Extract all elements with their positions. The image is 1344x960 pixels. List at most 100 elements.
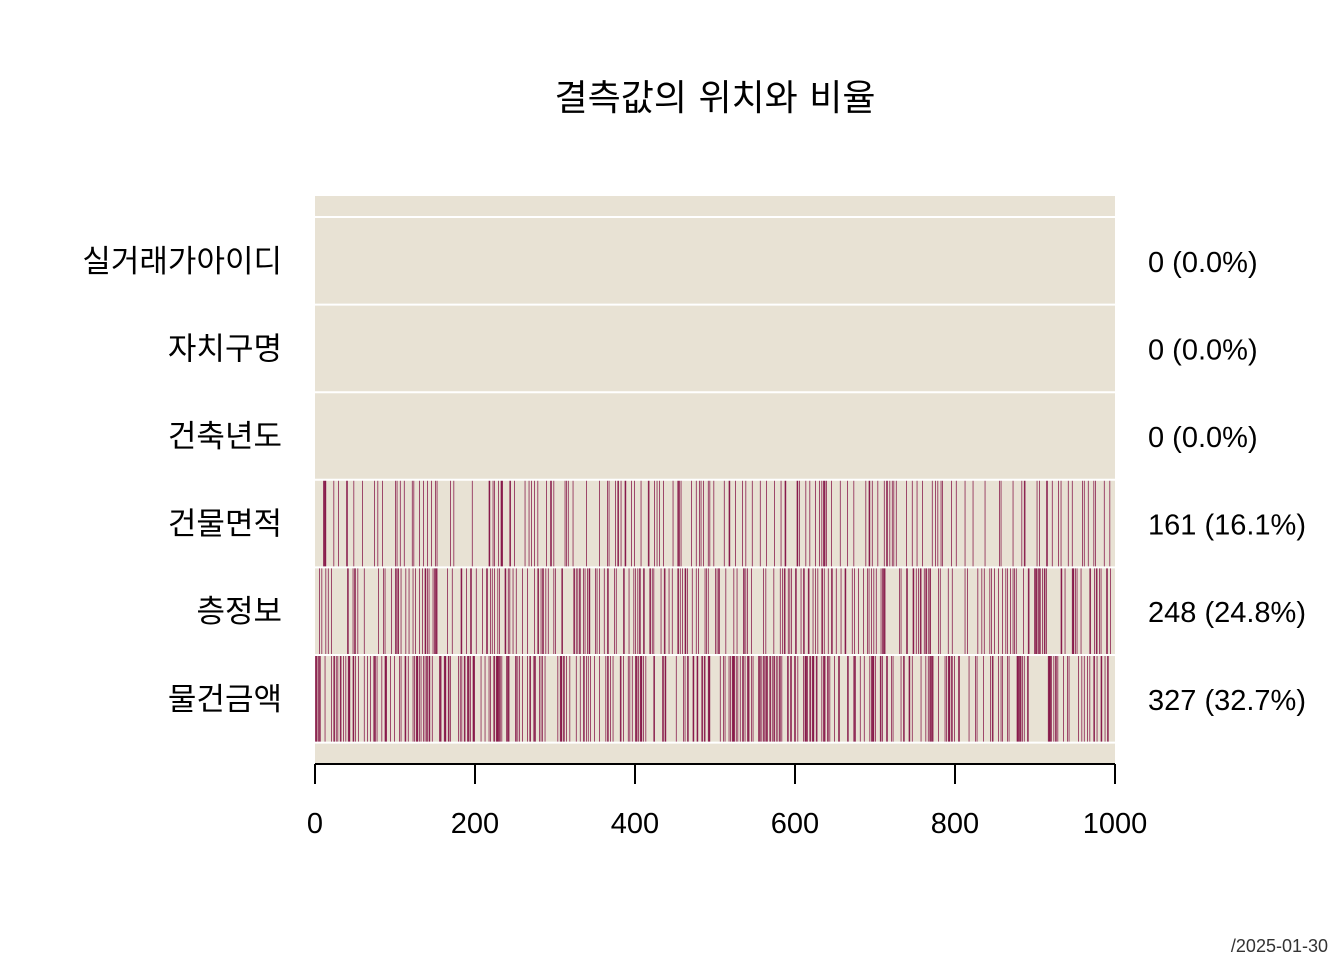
- missing-mark: [384, 655, 386, 743]
- missing-mark: [958, 655, 959, 743]
- missing-mark: [374, 655, 375, 743]
- missing-mark: [1100, 567, 1102, 655]
- missing-mark: [337, 655, 339, 743]
- missing-mark: [707, 479, 709, 568]
- missing-mark: [510, 479, 511, 568]
- missing-mark: [484, 655, 486, 743]
- missing-mark: [660, 567, 662, 655]
- missing-mark: [723, 655, 724, 743]
- missing-mark: [1095, 567, 1097, 655]
- missing-mark: [774, 479, 775, 568]
- missing-mark: [838, 655, 839, 743]
- missing-mark: [672, 479, 674, 568]
- missing-mark: [1053, 655, 1055, 743]
- missing-mark: [975, 655, 976, 743]
- missing-mark: [785, 479, 787, 568]
- missing-mark: [603, 567, 605, 655]
- x-tick-label: 400: [611, 808, 659, 840]
- missing-mark: [1012, 479, 1014, 568]
- missing-mark: [893, 479, 895, 568]
- missing-mark: [463, 655, 465, 743]
- missing-mark: [804, 655, 806, 743]
- missing-mark: [594, 655, 595, 743]
- missing-mark: [942, 479, 943, 568]
- x-axis: 0 200 400 600 800 1000: [307, 763, 1147, 840]
- variable-label: 자치구명: [168, 331, 282, 367]
- missing-mark: [514, 479, 515, 568]
- missing-mark: [507, 567, 509, 655]
- missing-mark: [886, 655, 887, 743]
- missing-mark: [654, 655, 655, 743]
- missing-mark: [695, 567, 697, 655]
- missing-mark: [1057, 655, 1059, 743]
- missing-mark: [1090, 567, 1091, 655]
- footer-caption: /2025-01-30: [1231, 936, 1328, 956]
- missing-mark: [475, 567, 477, 655]
- missing-mark: [636, 655, 638, 743]
- missing-mark: [412, 567, 414, 655]
- missing-mark: [827, 655, 828, 743]
- missing-mark: [607, 655, 608, 743]
- missing-mark: [1071, 567, 1073, 655]
- missing-mark: [1048, 655, 1050, 743]
- missing-mark: [517, 655, 519, 743]
- missing-mark: [845, 567, 847, 655]
- missing-mark: [423, 655, 424, 743]
- missing-mark: [651, 567, 653, 655]
- missing-mark: [473, 655, 475, 743]
- missing-mark: [482, 567, 483, 655]
- missing-mark: [496, 655, 498, 743]
- missing-mark: [951, 567, 953, 655]
- missing-mark: [323, 479, 324, 568]
- missing-mark: [1044, 567, 1046, 655]
- missing-mark: [628, 567, 630, 655]
- missing-mark: [334, 655, 335, 743]
- missing-mark: [752, 655, 754, 743]
- missing-mark: [631, 655, 633, 743]
- missing-mark: [925, 655, 927, 743]
- missing-mark: [384, 567, 386, 655]
- missing-mark: [879, 655, 881, 743]
- missing-mark: [500, 479, 502, 568]
- missing-mark: [680, 479, 682, 568]
- missing-mark: [470, 655, 471, 743]
- missing-mark: [1002, 655, 1003, 743]
- missing-mark: [998, 655, 999, 743]
- missing-mark: [821, 479, 823, 568]
- missing-mark: [596, 567, 598, 655]
- missing-mark: [499, 567, 500, 655]
- missing-mark: [1042, 567, 1043, 655]
- missing-mark: [803, 655, 804, 743]
- missing-mark: [474, 655, 475, 743]
- missing-mark: [1082, 479, 1083, 568]
- missing-mark: [486, 567, 487, 655]
- missing-mark: [779, 655, 781, 743]
- missing-mark: [700, 479, 702, 568]
- missing-mark: [926, 567, 927, 655]
- missing-mark: [586, 655, 587, 743]
- missing-mark: [460, 567, 462, 655]
- missing-mark: [728, 655, 730, 743]
- missing-mark: [348, 655, 350, 743]
- variable-label: 물건금액: [168, 682, 282, 718]
- missing-mark: [984, 479, 986, 568]
- missing-mark: [733, 567, 735, 655]
- variable-row: [315, 655, 1109, 743]
- missing-mark: [318, 655, 319, 743]
- missing-mark: [461, 655, 463, 743]
- missing-mark: [871, 479, 873, 568]
- missing-mark: [1018, 655, 1019, 743]
- missing-mark: [512, 567, 514, 655]
- missing-mark: [385, 655, 387, 743]
- missing-mark: [665, 655, 667, 743]
- missing-mark: [381, 655, 383, 743]
- missing-mark: [745, 479, 747, 568]
- missing-mark: [732, 655, 734, 743]
- missing-mark: [810, 655, 811, 743]
- missing-mark: [447, 567, 448, 655]
- missing-mark: [629, 655, 631, 743]
- missing-mark: [873, 655, 875, 743]
- missing-mark: [639, 567, 641, 655]
- missing-mark: [422, 567, 423, 655]
- missing-mark: [892, 655, 894, 743]
